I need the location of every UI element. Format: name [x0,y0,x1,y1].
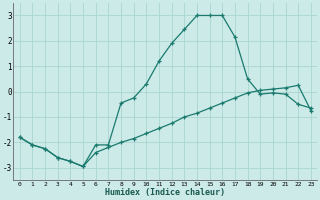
X-axis label: Humidex (Indice chaleur): Humidex (Indice chaleur) [105,188,225,197]
